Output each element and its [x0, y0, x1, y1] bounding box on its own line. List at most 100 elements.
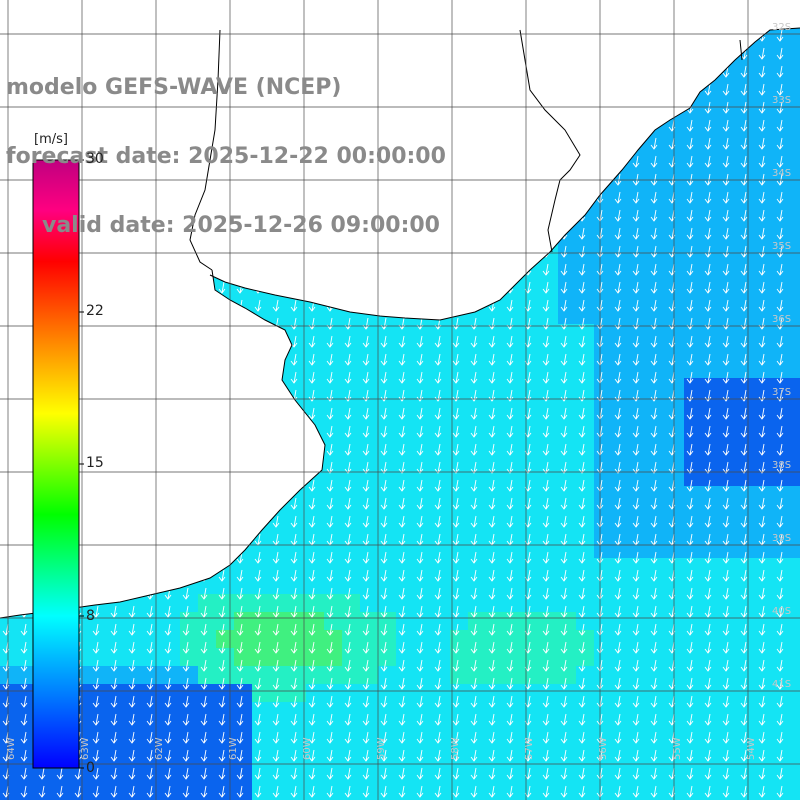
- wind-cell: [666, 288, 685, 307]
- wind-cell: [720, 216, 739, 235]
- wind-cell: [540, 486, 559, 505]
- wind-cell: [504, 720, 523, 739]
- wind-cell: [558, 342, 577, 361]
- wind-cell: [612, 630, 631, 649]
- wind-cell: [792, 648, 800, 667]
- wind-cell: [540, 288, 559, 307]
- wind-cell: [720, 180, 739, 199]
- wind-cell: [648, 234, 667, 253]
- lat-label: 34S: [772, 168, 791, 179]
- wind-cell: [576, 774, 595, 793]
- wind-cell: [378, 342, 397, 361]
- wind-cell: [414, 576, 433, 595]
- wind-cell: [792, 180, 800, 199]
- wind-cell: [360, 684, 379, 703]
- wind-cell: [774, 504, 793, 523]
- lon-label: 62W: [154, 737, 165, 760]
- wind-cell: [558, 360, 577, 379]
- wind-cell: [180, 720, 199, 739]
- wind-cell: [54, 774, 73, 793]
- wind-cell: [774, 702, 793, 721]
- wind-cell: [306, 360, 325, 379]
- wind-cell: [684, 612, 703, 631]
- wind-cell: [432, 612, 451, 631]
- wind-cell: [720, 234, 739, 253]
- wind-cell: [648, 342, 667, 361]
- wind-cell: [396, 576, 415, 595]
- wind-cell: [666, 702, 685, 721]
- wind-cell: [306, 558, 325, 577]
- wind-cell: [702, 198, 721, 217]
- wind-cell: [738, 90, 757, 109]
- wind-cell: [612, 774, 631, 793]
- wind-cell: [486, 594, 505, 613]
- lon-label: 61W: [228, 737, 239, 760]
- wind-cell: [738, 72, 757, 91]
- wind-cell: [522, 702, 541, 721]
- wind-cell: [270, 540, 289, 559]
- wind-cell: [450, 486, 469, 505]
- wind-cell: [144, 774, 163, 793]
- wind-cell: [792, 162, 800, 181]
- wind-cell: [198, 738, 217, 757]
- wind-cell: [738, 450, 757, 469]
- wind-cell: [324, 504, 343, 523]
- wind-cell: [324, 432, 343, 451]
- wind-cell: [306, 594, 325, 613]
- wind-cell: [432, 414, 451, 433]
- wind-cell: [720, 90, 739, 109]
- colorbar-tick-30: 30: [86, 151, 104, 167]
- wind-cell: [342, 684, 361, 703]
- wind-cell: [684, 774, 703, 793]
- wind-cell: [162, 594, 181, 613]
- wind-cell: [504, 432, 523, 451]
- wind-cell: [324, 702, 343, 721]
- wind-cell: [198, 774, 217, 793]
- wind-cell: [612, 540, 631, 559]
- wind-cell: [792, 684, 800, 703]
- wind-cell: [738, 288, 757, 307]
- wind-cell: [594, 450, 613, 469]
- lon-label: 63W: [80, 737, 91, 760]
- wind-cell: [720, 468, 739, 487]
- wind-cell: [702, 162, 721, 181]
- wind-cell: [270, 558, 289, 577]
- wind-cell: [558, 738, 577, 757]
- wind-cell: [738, 576, 757, 595]
- wind-cell: [558, 558, 577, 577]
- wind-cell: [612, 720, 631, 739]
- wind-cell: [396, 378, 415, 397]
- wind-cell: [450, 666, 469, 685]
- wind-cell: [432, 648, 451, 667]
- wind-cell: [792, 270, 800, 289]
- wind-cell: [558, 594, 577, 613]
- wind-cell: [612, 270, 631, 289]
- wind-cell: [360, 324, 379, 343]
- wind-cell: [792, 504, 800, 523]
- wind-cell: [576, 594, 595, 613]
- colorbar-tick-0: 0: [86, 760, 95, 776]
- wind-cell: [666, 630, 685, 649]
- wind-cell: [504, 666, 523, 685]
- wind-cell: [648, 360, 667, 379]
- wind-cell: [594, 612, 613, 631]
- wind-cell: [522, 504, 541, 523]
- wind-cell: [468, 558, 487, 577]
- wind-cell: [612, 522, 631, 541]
- wind-cell: [648, 306, 667, 325]
- wind-cell: [504, 414, 523, 433]
- wind-cell: [504, 522, 523, 541]
- wind-cell: [162, 774, 181, 793]
- wind-cell: [558, 648, 577, 667]
- wind-cell: [0, 702, 19, 721]
- wind-cell: [360, 702, 379, 721]
- wind-cell: [594, 702, 613, 721]
- wind-cell: [396, 702, 415, 721]
- wind-cell: [774, 774, 793, 793]
- wind-cell: [702, 630, 721, 649]
- wind-cell: [486, 522, 505, 541]
- wind-cell: [612, 576, 631, 595]
- wind-cell: [432, 630, 451, 649]
- wind-cell: [468, 702, 487, 721]
- wind-cell: [522, 684, 541, 703]
